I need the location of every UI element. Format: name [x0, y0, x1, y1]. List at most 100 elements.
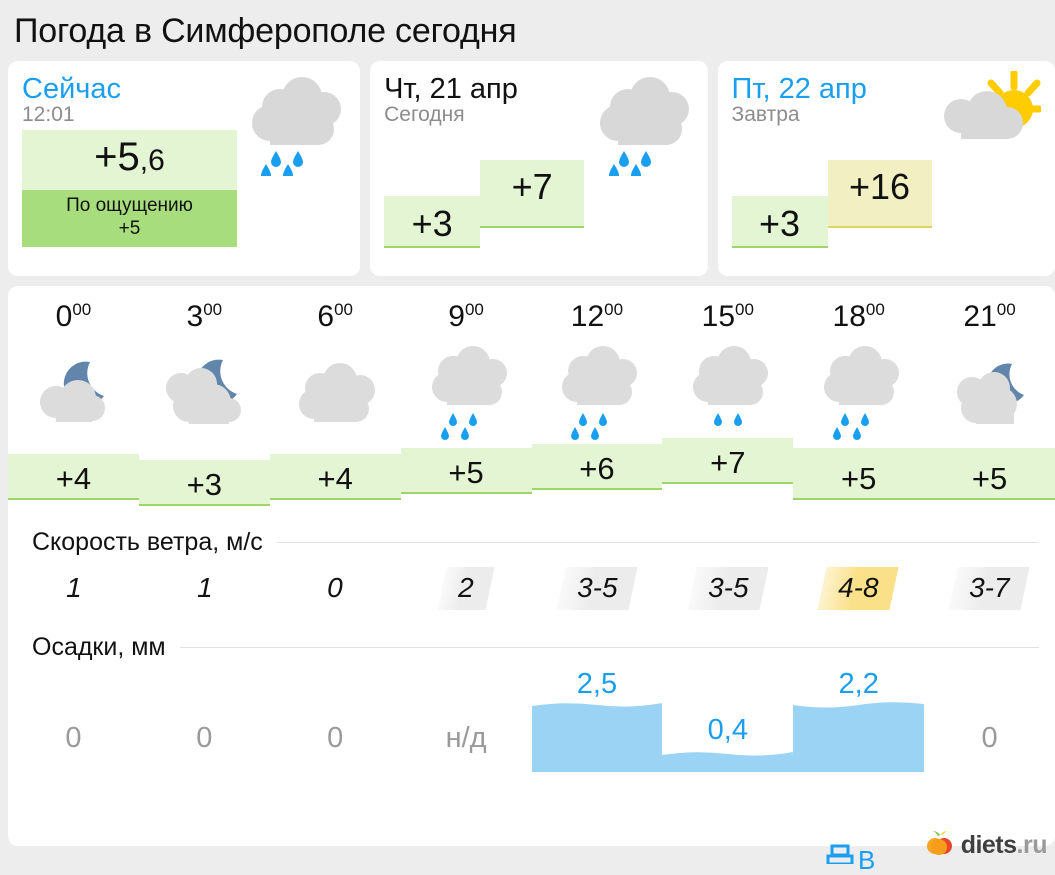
cloud-rain-icon: [236, 71, 346, 176]
hour-value: 18: [832, 300, 866, 333]
card-now-title: Сейчас: [22, 73, 122, 105]
hourly-panel: 000 300 600 900 1200 1500 1800 2100: [8, 286, 1055, 846]
card-now-temperature: +5,6: [22, 130, 237, 190]
precipitation-section-header: Осадки, мм: [8, 619, 1055, 662]
sun-cloud-icon: [931, 71, 1041, 161]
wind-section-header: Скорость ветра, м/с: [8, 514, 1055, 557]
temp-value: +7: [710, 445, 746, 480]
hour-value: 21: [963, 300, 997, 333]
wind-value-chip: 0: [307, 567, 364, 610]
cloud-rain-icon: [401, 334, 532, 454]
apple-icon: [925, 828, 955, 863]
watermark: diets.ru: [925, 828, 1048, 863]
card-tomorrow-title: Пт, 22 апр: [731, 73, 867, 105]
precip-cell: 0: [139, 662, 270, 772]
precip-cell: н/д: [401, 662, 532, 772]
card-today-temp-steps: +3 +7: [384, 160, 585, 248]
precip-cell: 0,4: [662, 662, 794, 772]
hour-label: 900: [401, 286, 532, 334]
card-tomorrow-temp-min: +3: [731, 196, 828, 248]
precip-bar: [531, 703, 663, 772]
hour-minutes: 00: [604, 300, 624, 319]
hourly-temperature-row: +4 +3 +4 +5 +6 +7 +5 +5: [8, 438, 1055, 514]
precip-value: 0,4: [707, 714, 748, 746]
print-link[interactable]: В: [826, 844, 875, 873]
hour-label: 1500: [662, 286, 793, 334]
wind-cell: 3-5: [532, 557, 663, 619]
hour-minutes: 00: [464, 300, 484, 319]
precip-cell: 0: [924, 662, 1055, 772]
temp-value: +5: [971, 461, 1008, 496]
hour-label: 1800: [793, 286, 924, 334]
wind-value: 4-8: [838, 571, 880, 603]
card-tomorrow-subtitle: Завтра: [731, 103, 800, 126]
moon-cloud-icon: [8, 334, 139, 454]
card-tomorrow[interactable]: Пт, 22 апр Завтра +3 +16: [717, 61, 1055, 276]
card-today[interactable]: Чт, 21 апр Сегодня +3 +7: [370, 61, 708, 276]
temp-cell: +4: [269, 454, 401, 514]
wind-value-chip: 2: [437, 566, 495, 610]
temp-value: +5: [841, 461, 877, 496]
wind-value: 0: [327, 571, 344, 603]
temp-cell: +5: [924, 448, 1055, 514]
card-today-subtitle: Сегодня: [384, 103, 465, 126]
section-divider: [179, 647, 1039, 648]
precip-cell: 0: [270, 662, 401, 772]
card-now-temp-frac: ,6: [139, 144, 165, 177]
hour-minutes: 00: [203, 300, 223, 319]
temp-cell: +6: [531, 444, 663, 514]
hourly-icon-row: [8, 334, 1055, 454]
wind-value-chip: 3-5: [556, 566, 638, 610]
temp-value: +4: [317, 461, 353, 496]
cloud-rain-icon: [584, 71, 694, 176]
card-today-title: Чт, 21 апр: [384, 73, 518, 105]
hour-label: 300: [139, 286, 270, 334]
temp-value: +4: [55, 461, 92, 496]
summary-cards: Сейчас 12:01 +5,6 По ощущению +5: [0, 61, 1055, 276]
card-now-temp-block: +5,6 По ощущению +5: [22, 130, 237, 247]
wind-value-chip: 1: [45, 567, 102, 610]
hour-value: 0: [55, 300, 73, 333]
precip-value: 0: [65, 722, 82, 754]
card-now-feels-value: +5: [118, 218, 141, 239]
wind-cell: 1: [139, 557, 270, 619]
printer-icon: [826, 844, 854, 869]
temp-cell: +3: [138, 454, 270, 514]
hourly-wind-row: 1 1 0 2 3-5 3-5 4-8 3-7: [8, 557, 1055, 619]
wind-value-chip: 4-8: [817, 566, 900, 610]
wind-cell: 4-8: [793, 557, 924, 619]
hour-minutes: 00: [996, 300, 1016, 319]
cloud-rain-icon: [532, 334, 663, 454]
hour-value: 6: [317, 300, 335, 333]
temp-cell: +4: [8, 454, 139, 514]
moon-cloud-icon: [139, 334, 270, 454]
card-now-feels: По ощущению +5: [22, 190, 237, 247]
card-now[interactable]: Сейчас 12:01 +5,6 По ощущению +5: [8, 61, 361, 276]
wind-value: 3-5: [707, 571, 749, 603]
hour-value: 9: [448, 300, 465, 333]
hour-minutes: 00: [735, 300, 754, 319]
precip-bar: [793, 702, 925, 772]
temp-cell: +7: [662, 438, 794, 514]
wind-value: 3-5: [576, 571, 618, 603]
wind-value: 1: [65, 571, 82, 603]
watermark-text: diets.ru: [961, 831, 1048, 860]
hour-label: 600: [270, 286, 401, 334]
section-divider: [276, 542, 1039, 543]
precip-value: 0: [981, 722, 998, 754]
hourly-time-row: 000 300 600 900 1200 1500 1800 2100: [8, 286, 1055, 334]
temp-value: +6: [579, 451, 615, 486]
wind-value: 1: [196, 571, 213, 603]
wind-cell: 2: [401, 557, 532, 619]
hour-value: 15: [701, 300, 736, 333]
wind-value-chip: 3-7: [948, 566, 1031, 610]
cloud-drizzle-icon: [662, 334, 793, 454]
hour-value: 3: [186, 300, 204, 333]
precip-bar: [662, 752, 794, 772]
precip-value: 0: [327, 722, 344, 754]
card-now-feels-label: По ощущению: [66, 195, 193, 216]
overcast-cloud-icon: [270, 334, 401, 454]
precipitation-section-label: Осадки, мм: [32, 633, 166, 661]
wind-value: 2: [458, 571, 474, 603]
temp-value: +5: [448, 455, 484, 490]
